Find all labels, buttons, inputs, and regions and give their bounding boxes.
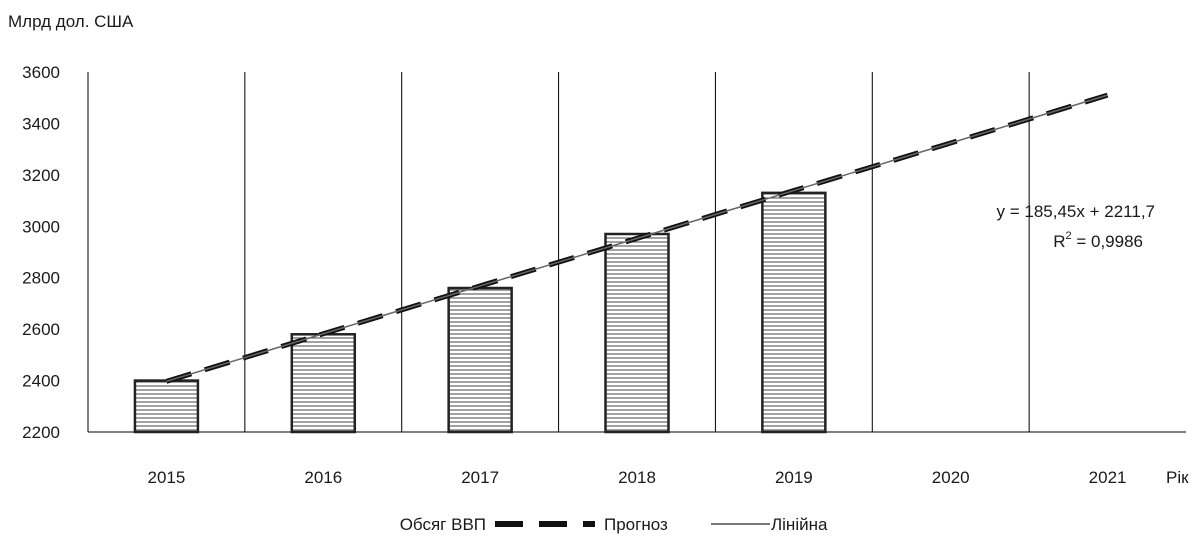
legend: Обсяг ВВП Прогноз Лінійна [400,515,828,534]
bar [604,232,670,434]
trendline-equation: y = 185,45x + 2211,7 R2 = 0,9986 [997,202,1155,251]
x-tick-label: 2019 [775,468,813,487]
y-tick-label: 3400 [22,114,60,133]
y-tick-label: 2400 [22,372,60,391]
x-tick-label: 2016 [304,468,342,487]
y-tick-labels: 2200 2400 2600 2800 3000 3200 3400 3600 [22,63,60,442]
y-tick-label: 2200 [22,423,60,442]
bar [761,191,827,434]
legend-label-forecast: Прогноз [604,515,668,534]
bar [290,333,357,434]
bars-layer [133,191,827,434]
y-tick-label: 3200 [22,166,60,185]
bar [447,286,513,434]
trendline-r2-exp: 2 [1066,230,1072,242]
x-tick-label: 2020 [932,468,970,487]
trendline-r2: R2 = 0,9986 [1053,230,1143,251]
x-tick-label: 2018 [618,468,656,487]
trendline-equation-text: y = 185,45x + 2211,7 [997,202,1155,221]
y-axis-title: Млрд дол. США [8,12,134,31]
trendline-r2-value: = 0,9986 [1072,232,1143,251]
legend-label-bars: Обсяг ВВП [400,515,486,534]
lines-layer [165,92,1109,384]
x-tick-label: 2015 [148,468,186,487]
y-tick-label: 2600 [22,320,60,339]
x-tick-label: 2021 [1089,468,1127,487]
x-axis-title: Рік [1166,468,1189,487]
x-tick-labels: 2015 2016 2017 2018 2019 2020 2021 [148,468,1127,487]
bar [133,379,200,434]
legend-label-linear: Лінійна [771,515,828,534]
grid-layer [87,72,1186,433]
y-tick-label: 3000 [22,217,60,236]
trendline-r2-label: R [1053,232,1065,251]
y-tick-label: 2800 [22,269,60,288]
x-tick-label: 2017 [461,468,499,487]
linear-trend-line [166,94,1108,383]
y-tick-label: 3600 [22,63,60,82]
